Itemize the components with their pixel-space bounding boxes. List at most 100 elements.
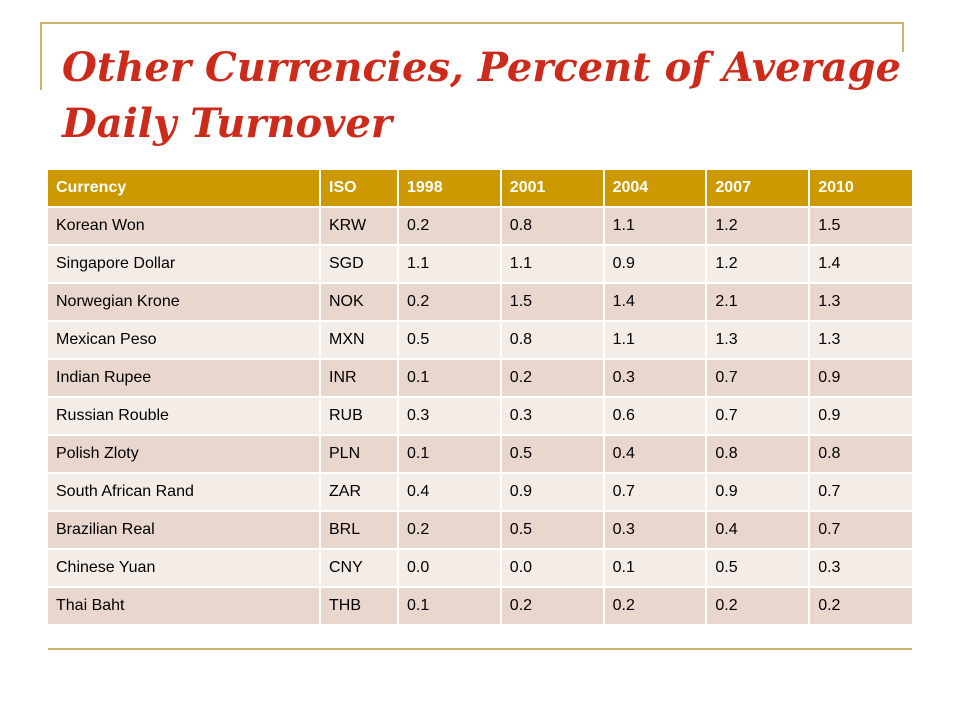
cell-2001: 0.2 [500, 359, 605, 398]
cell-2010: 0.9 [809, 359, 912, 398]
cell-currency: Singapore Dollar [48, 245, 321, 284]
table-row: Russian Rouble RUB 0.3 0.3 0.6 0.7 0.9 [48, 397, 912, 436]
cell-2004: 0.3 [603, 359, 708, 398]
cell-2004: 0.3 [603, 511, 708, 550]
cell-currency: Polish Zloty [48, 435, 321, 474]
cell-1998: 0.2 [398, 283, 502, 322]
table-row: Chinese Yuan CNY 0.0 0.0 0.1 0.5 0.3 [48, 549, 912, 588]
cell-2010: 0.7 [809, 511, 912, 550]
table-body: Korean Won KRW 0.2 0.8 1.1 1.2 1.5 Singapore Do… [48, 207, 912, 626]
cell-currency: Thai Baht [48, 587, 321, 626]
cell-2010: 0.8 [809, 435, 912, 474]
cell-2007: 1.3 [706, 321, 811, 360]
cell-iso: MXN [320, 321, 399, 360]
cell-2010: 1.3 [809, 283, 912, 322]
cell-currency: Mexican Peso [48, 321, 321, 360]
cell-currency: Korean Won [48, 207, 321, 246]
cell-1998: 0.2 [398, 207, 502, 246]
cell-2007: 0.4 [706, 511, 811, 550]
cell-2001: 0.3 [500, 397, 605, 436]
cell-2001: 0.9 [500, 473, 605, 512]
cell-2004: 0.6 [603, 397, 708, 436]
cell-iso: PLN [320, 435, 399, 474]
cell-1998: 0.4 [398, 473, 502, 512]
cell-2001: 0.8 [500, 207, 605, 246]
slide-title: Other Currencies, Percent of Average Dai… [62, 44, 901, 147]
cell-currency: Chinese Yuan [48, 549, 321, 588]
table-row: Mexican Peso MXN 0.5 0.8 1.1 1.3 1.3 [48, 321, 912, 360]
cell-2001: 0.2 [500, 587, 605, 626]
cell-2010: 1.4 [809, 245, 912, 284]
header-currency: Currency [48, 170, 321, 208]
cell-2010: 0.9 [809, 397, 912, 436]
cell-2007: 0.7 [706, 397, 811, 436]
cell-1998: 0.0 [398, 549, 502, 588]
cell-2001: 1.5 [500, 283, 605, 322]
cell-iso: KRW [320, 207, 399, 246]
cell-currency: Norwegian Krone [48, 283, 321, 322]
cell-iso: RUB [320, 397, 399, 436]
header-2004: 2004 [603, 170, 708, 208]
cell-currency: Brazilian Real [48, 511, 321, 550]
table-row: Korean Won KRW 0.2 0.8 1.1 1.2 1.5 [48, 207, 912, 246]
table-row: Thai Baht THB 0.1 0.2 0.2 0.2 0.2 [48, 587, 912, 626]
cell-1998: 0.1 [398, 359, 502, 398]
cell-2004: 1.1 [603, 321, 708, 360]
table-row: Brazilian Real BRL 0.2 0.5 0.3 0.4 0.7 [48, 511, 912, 550]
cell-2010: 1.5 [809, 207, 912, 246]
cell-2010: 0.2 [809, 587, 912, 626]
cell-2007: 2.1 [706, 283, 811, 322]
table-header-row: Currency ISO 1998 2001 2004 2007 2010 [48, 170, 912, 208]
cell-1998: 0.1 [398, 587, 502, 626]
cell-2007: 0.8 [706, 435, 811, 474]
cell-iso: CNY [320, 549, 399, 588]
cell-2004: 0.9 [603, 245, 708, 284]
cell-1998: 0.1 [398, 435, 502, 474]
cell-1998: 1.1 [398, 245, 502, 284]
cell-2001: 0.0 [500, 549, 605, 588]
header-1998: 1998 [398, 170, 502, 208]
table-row: South African Rand ZAR 0.4 0.9 0.7 0.9 0.7 [48, 473, 912, 512]
cell-2004: 0.4 [603, 435, 708, 474]
cell-2004: 0.2 [603, 587, 708, 626]
cell-1998: 0.5 [398, 321, 502, 360]
cell-currency: South African Rand [48, 473, 321, 512]
cell-iso: ZAR [320, 473, 399, 512]
table-row: Polish Zloty PLN 0.1 0.5 0.4 0.8 0.8 [48, 435, 912, 474]
cell-2007: 0.9 [706, 473, 811, 512]
cell-iso: NOK [320, 283, 399, 322]
cell-2001: 1.1 [500, 245, 605, 284]
cell-2004: 0.1 [603, 549, 708, 588]
right-rule [902, 22, 904, 52]
cell-2001: 0.5 [500, 435, 605, 474]
cell-2007: 0.7 [706, 359, 811, 398]
cell-2007: 1.2 [706, 207, 811, 246]
cell-2001: 0.5 [500, 511, 605, 550]
cell-2010: 0.7 [809, 473, 912, 512]
cell-2010: 0.3 [809, 549, 912, 588]
left-rule [40, 22, 42, 90]
cell-1998: 0.3 [398, 397, 502, 436]
bottom-rule [48, 648, 912, 650]
cell-2004: 0.7 [603, 473, 708, 512]
cell-iso: THB [320, 587, 399, 626]
cell-currency: Indian Rupee [48, 359, 321, 398]
cell-2001: 0.8 [500, 321, 605, 360]
cell-2004: 1.1 [603, 207, 708, 246]
table-row: Singapore Dollar SGD 1.1 1.1 0.9 1.2 1.4 [48, 245, 912, 284]
cell-2007: 0.5 [706, 549, 811, 588]
cell-2007: 0.2 [706, 587, 811, 626]
cell-currency: Russian Rouble [48, 397, 321, 436]
table-row: Indian Rupee INR 0.1 0.2 0.3 0.7 0.9 [48, 359, 912, 398]
cell-iso: SGD [320, 245, 399, 284]
header-iso: ISO [320, 170, 399, 208]
cell-2004: 1.4 [603, 283, 708, 322]
top-rule [40, 22, 904, 24]
table-row: Norwegian Krone NOK 0.2 1.5 1.4 2.1 1.3 [48, 283, 912, 322]
header-2001: 2001 [500, 170, 605, 208]
cell-iso: INR [320, 359, 399, 398]
cell-1998: 0.2 [398, 511, 502, 550]
cell-2007: 1.2 [706, 245, 811, 284]
currency-turnover-table: Currency ISO 1998 2001 2004 2007 2010 Ko… [48, 170, 912, 626]
